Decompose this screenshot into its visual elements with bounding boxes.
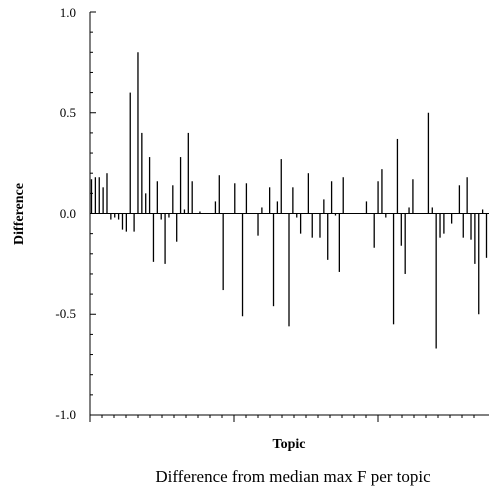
- y-tick-label-neg-1: -1.0: [55, 407, 76, 422]
- y-tick-label-1: 1.0: [60, 5, 76, 20]
- chart-caption: Difference from median max F per topic: [155, 467, 431, 486]
- y-tick-label-0-5: 0.5: [60, 105, 76, 120]
- x-axis-title: Topic: [273, 437, 306, 452]
- y-axis-title: Difference: [12, 183, 27, 245]
- y-tick-label-neg-0-5: -0.5: [55, 306, 76, 321]
- x-axis-ticks: [89, 415, 475, 422]
- y-tick-label-0: 0.0: [60, 206, 76, 221]
- bar-series: [90, 52, 488, 349]
